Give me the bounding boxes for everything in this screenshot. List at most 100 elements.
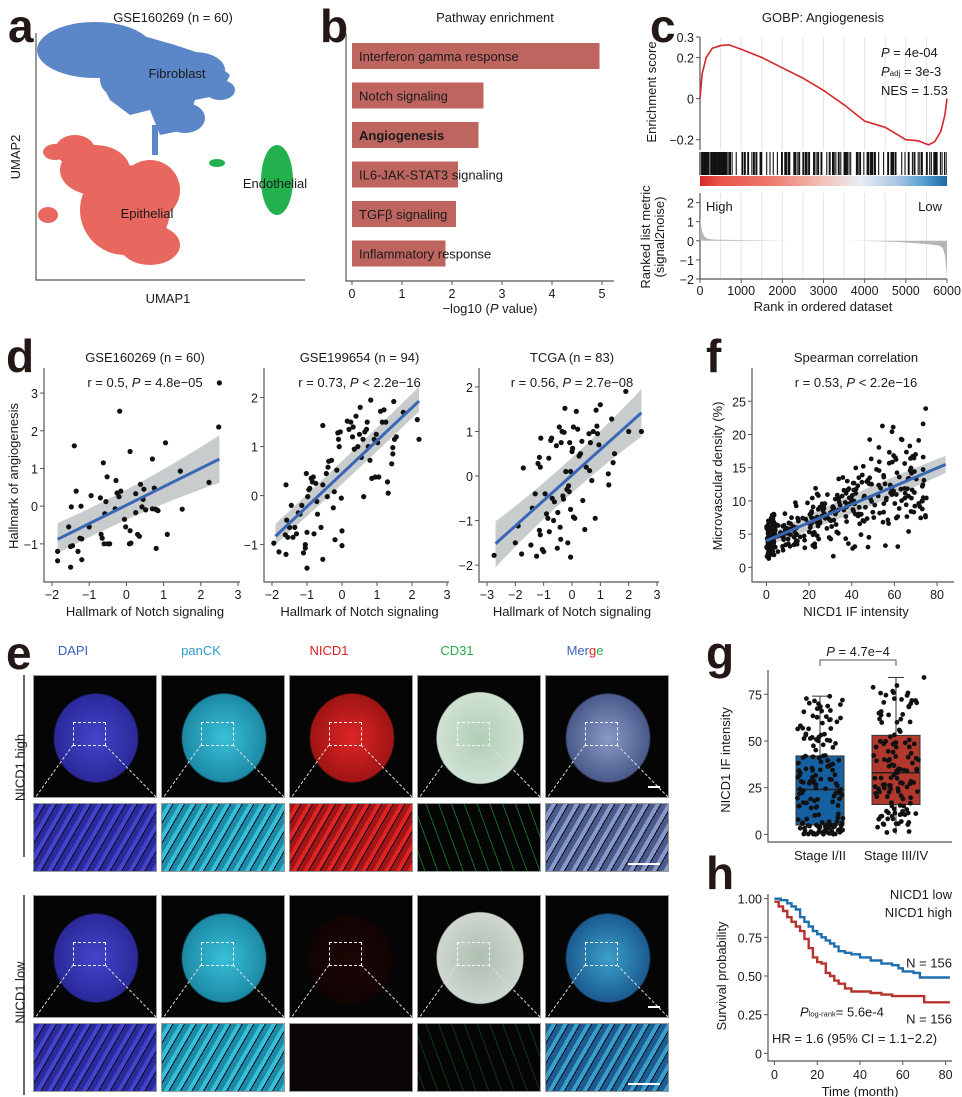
box-point	[823, 824, 828, 829]
data-point	[913, 452, 918, 457]
channel-label-panck: panCK	[181, 643, 221, 658]
zoom-guide-lines	[163, 964, 284, 1017]
data-point	[864, 516, 870, 521]
data-point	[560, 496, 567, 502]
box-point	[806, 726, 811, 732]
regression-line	[765, 462, 947, 543]
data-point	[583, 464, 589, 470]
data-point	[79, 557, 85, 563]
data-point	[867, 475, 873, 481]
box-point	[816, 738, 821, 744]
data-point	[870, 509, 876, 515]
data-point	[73, 488, 79, 494]
box-point	[813, 785, 819, 791]
data-point	[536, 454, 542, 460]
scatter-spearman: Spearman correlation r = 0.53, P < 2.2e−1…	[710, 350, 954, 619]
channel-label-merge: Merge	[525, 643, 645, 658]
umap-cluster-region	[209, 159, 225, 167]
gsea-padj: Padj = 3e-3	[881, 64, 941, 79]
data-point	[594, 431, 601, 437]
umap-plot: GSE160269 (n = 60) UMAP1 UMAP2 Fibroblast Ep…	[8, 10, 307, 306]
data-point	[320, 482, 326, 488]
data-point	[824, 526, 830, 531]
box-ylabel: NICD1 IF intensity	[718, 707, 733, 813]
panel-label-c: c	[650, 0, 676, 52]
umap-xlabel: UMAP1	[146, 291, 191, 306]
box-point	[824, 737, 830, 743]
data-point	[883, 543, 888, 548]
box-point	[816, 812, 821, 818]
if-image-high-dapi-overview	[33, 675, 157, 798]
data-point	[844, 478, 850, 484]
data-point	[905, 486, 910, 492]
box-point	[874, 794, 880, 800]
box-point	[834, 819, 840, 824]
data-point	[299, 502, 305, 508]
bar-0	[352, 43, 600, 69]
gsea-bottom-ytick-3: −1	[680, 254, 694, 268]
data-point	[164, 531, 170, 537]
km-xtick-4: 80	[939, 1068, 953, 1082]
box-point	[823, 786, 828, 792]
box-point	[911, 741, 917, 747]
scatter-xtick-2: 40	[845, 588, 859, 602]
umap-label-epithelial: Epithelial	[121, 206, 174, 221]
data-point	[313, 480, 319, 486]
box-point	[905, 810, 911, 816]
data-point	[339, 543, 345, 549]
box-outlier	[921, 675, 927, 680]
box-point	[881, 741, 887, 747]
data-point	[852, 544, 858, 549]
data-point	[216, 380, 222, 386]
data-point	[491, 552, 497, 558]
data-point	[136, 533, 142, 539]
data-point	[846, 541, 851, 546]
box-point	[795, 726, 801, 732]
zoom-guide-right	[360, 744, 412, 797]
km-ytick-2: 0.50	[738, 970, 762, 984]
scatter-stat: r = 0.73, P < 2.2e−16	[298, 375, 421, 390]
scatter-xtick-5: 2	[625, 588, 632, 602]
box-ytick-2: 50	[748, 735, 762, 749]
data-point	[68, 564, 74, 570]
box-point	[905, 754, 911, 760]
data-point	[916, 501, 922, 506]
data-point	[801, 533, 807, 539]
scatter-ytick-4: 20	[732, 428, 746, 442]
gsea-ylabel-top: Enrichment score	[644, 41, 659, 142]
scatter-xtick-5: 3	[444, 588, 451, 602]
scatter-ytick-2: 0	[466, 470, 473, 484]
data-point	[920, 467, 926, 472]
if-image-high-merge-overview	[545, 675, 669, 798]
data-point	[780, 547, 786, 553]
data-point	[610, 460, 616, 466]
data-point	[850, 507, 856, 512]
box-point	[829, 823, 834, 828]
scatter-xtick-3: 0	[569, 588, 576, 602]
data-point	[320, 422, 326, 429]
scatter-stat: r = 0.56, P = 2.7e−08	[511, 375, 634, 390]
data-point	[792, 529, 798, 535]
data-point	[784, 526, 790, 531]
scatter-xtick-3: 60	[887, 588, 901, 602]
data-point	[789, 515, 794, 521]
box-point	[797, 786, 803, 792]
data-point	[828, 536, 834, 542]
km-axes	[767, 894, 952, 1062]
data-point	[568, 468, 574, 475]
if-image-low-cd31-zoom	[417, 1023, 541, 1092]
umap-cluster-region	[261, 145, 293, 215]
box-point	[887, 757, 892, 762]
data-point	[868, 456, 874, 462]
if-image-low-panck-overview	[161, 895, 285, 1018]
box-point	[834, 719, 840, 725]
data-point	[809, 510, 814, 516]
box-point	[829, 777, 834, 782]
data-point	[303, 470, 309, 477]
data-point	[857, 521, 863, 527]
data-point	[149, 456, 155, 462]
zoom-guide-right	[616, 744, 668, 797]
box-point	[884, 808, 889, 814]
fit-confidence-band	[275, 386, 419, 545]
data-point	[283, 482, 289, 488]
